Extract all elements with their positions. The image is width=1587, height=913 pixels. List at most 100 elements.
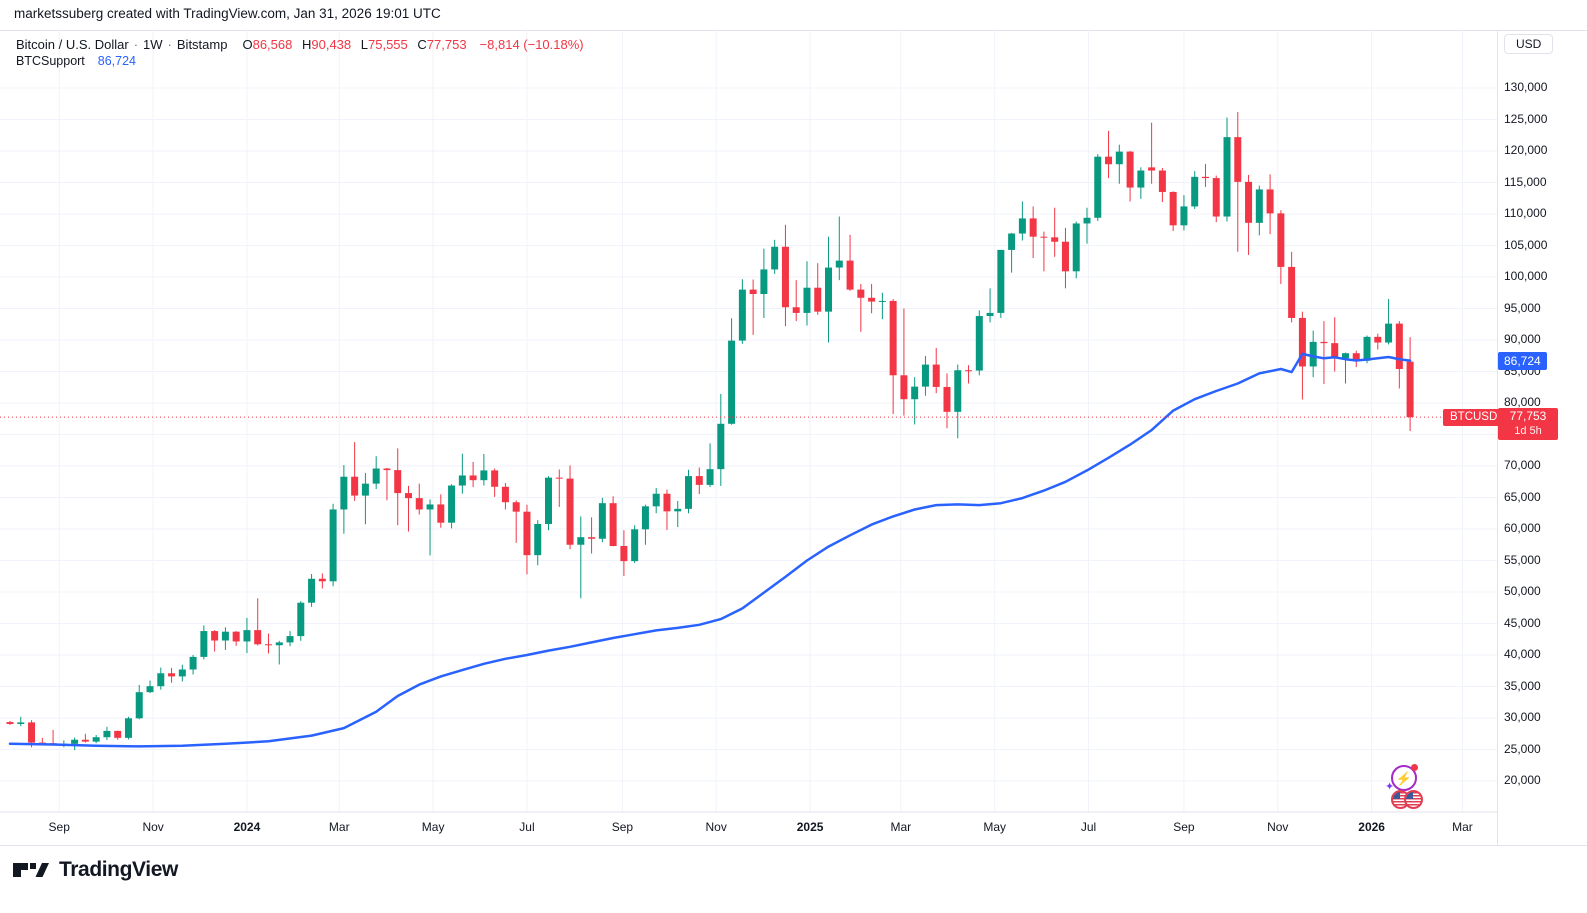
events-lightning-icon[interactable]: ⚡ ✦	[1385, 764, 1418, 793]
candle[interactable]	[577, 537, 585, 545]
candle[interactable]	[1115, 151, 1123, 165]
candle[interactable]	[663, 493, 671, 512]
candle[interactable]	[674, 508, 682, 512]
candle[interactable]	[1277, 213, 1285, 267]
chart-canvas[interactable]	[0, 30, 1497, 845]
candle[interactable]	[404, 493, 412, 499]
candle[interactable]	[738, 289, 746, 341]
candle[interactable]	[340, 476, 348, 510]
candle[interactable]	[146, 686, 154, 693]
candle[interactable]	[458, 475, 466, 486]
symbol-row[interactable]: Bitcoin / U.S. Dollar · 1W · Bitstamp O8…	[16, 36, 584, 53]
candle[interactable]	[609, 503, 617, 547]
candle[interactable]	[717, 423, 725, 470]
candle[interactable]	[1126, 151, 1134, 188]
candle[interactable]	[1320, 341, 1328, 344]
candle[interactable]	[329, 509, 337, 582]
candle[interactable]	[1385, 323, 1393, 343]
candle[interactable]	[81, 739, 89, 742]
candle[interactable]	[1083, 217, 1091, 224]
candle[interactable]	[1180, 206, 1188, 226]
candle[interactable]	[1288, 266, 1296, 318]
candle[interactable]	[1137, 170, 1145, 188]
candle[interactable]	[1018, 218, 1026, 234]
symbol-title[interactable]: Bitcoin / U.S. Dollar	[16, 37, 129, 52]
candle[interactable]	[1298, 317, 1306, 367]
candle[interactable]	[1212, 178, 1220, 217]
candle[interactable]	[1061, 241, 1069, 272]
candle[interactable]	[394, 470, 402, 494]
us-economic-events-icon[interactable]	[1391, 790, 1423, 809]
candle[interactable]	[728, 340, 736, 424]
candle[interactable]	[900, 375, 908, 400]
candle[interactable]	[254, 630, 262, 645]
candle[interactable]	[426, 504, 434, 510]
candle[interactable]	[685, 476, 693, 509]
candle[interactable]	[114, 730, 122, 738]
candle[interactable]	[1029, 218, 1037, 237]
candle[interactable]	[1341, 353, 1349, 359]
candle[interactable]	[1234, 137, 1242, 182]
indicator-row[interactable]: BTCSupport 86,724	[16, 53, 584, 70]
candle[interactable]	[932, 364, 940, 387]
candle[interactable]	[803, 287, 811, 313]
candle[interactable]	[545, 477, 552, 524]
candle[interactable]	[1169, 191, 1177, 226]
candle[interactable]	[383, 468, 391, 471]
candle[interactable]	[1352, 353, 1360, 361]
candle[interactable]	[135, 692, 143, 719]
exchange-label[interactable]: Bitstamp	[176, 37, 228, 52]
candle[interactable]	[361, 483, 369, 496]
candle[interactable]	[943, 386, 951, 412]
candle[interactable]	[264, 644, 272, 646]
candle[interactable]	[1255, 189, 1263, 223]
candle[interactable]	[286, 636, 294, 643]
candle[interactable]	[415, 498, 423, 510]
candle[interactable]	[921, 364, 929, 387]
tradingview-logo[interactable]: TradingView	[12, 856, 178, 884]
candle[interactable]	[555, 477, 563, 479]
candle[interactable]	[1395, 323, 1403, 369]
candle[interactable]	[814, 287, 822, 312]
candle[interactable]	[911, 386, 919, 400]
candle[interactable]	[534, 523, 542, 556]
candle[interactable]	[1148, 167, 1156, 171]
candle[interactable]	[825, 267, 833, 312]
candle[interactable]	[308, 578, 316, 603]
candle[interactable]	[437, 504, 445, 523]
candle[interactable]	[760, 269, 768, 295]
candle[interactable]	[501, 486, 509, 503]
candle[interactable]	[491, 470, 499, 487]
time-scale[interactable]: Sep Nov 2024 Mar May Jul Sep Nov 2025 Mar May Jul Se…	[0, 818, 1497, 840]
candle[interactable]	[92, 737, 100, 742]
currency-toggle-button[interactable]: USD	[1504, 34, 1554, 54]
support-indicator-line[interactable]	[8, 352, 1412, 748]
candle[interactable]	[200, 631, 208, 657]
candle[interactable]	[189, 656, 197, 670]
candle[interactable]	[857, 289, 865, 298]
candle[interactable]	[997, 249, 1005, 313]
candle[interactable]	[372, 468, 380, 484]
candle[interactable]	[631, 529, 639, 562]
candle[interactable]	[1105, 156, 1113, 165]
candle[interactable]	[1201, 176, 1209, 179]
candle[interactable]	[6, 722, 14, 724]
candle[interactable]	[318, 578, 326, 582]
candle[interactable]	[297, 602, 305, 637]
candle[interactable]	[275, 642, 283, 646]
candle[interactable]	[103, 730, 111, 738]
candle[interactable]	[868, 297, 876, 302]
candle[interactable]	[986, 312, 994, 317]
candle[interactable]	[1094, 156, 1102, 218]
candle[interactable]	[38, 742, 46, 744]
candle[interactable]	[965, 370, 973, 372]
candle[interactable]	[835, 260, 843, 268]
candle[interactable]	[1309, 341, 1317, 367]
candle[interactable]	[71, 739, 79, 744]
candle[interactable]	[878, 300, 886, 302]
candle[interactable]	[566, 478, 574, 545]
candle[interactable]	[792, 307, 800, 313]
candle[interactable]	[1374, 336, 1382, 343]
candle[interactable]	[1051, 237, 1059, 242]
candle[interactable]	[598, 503, 606, 539]
